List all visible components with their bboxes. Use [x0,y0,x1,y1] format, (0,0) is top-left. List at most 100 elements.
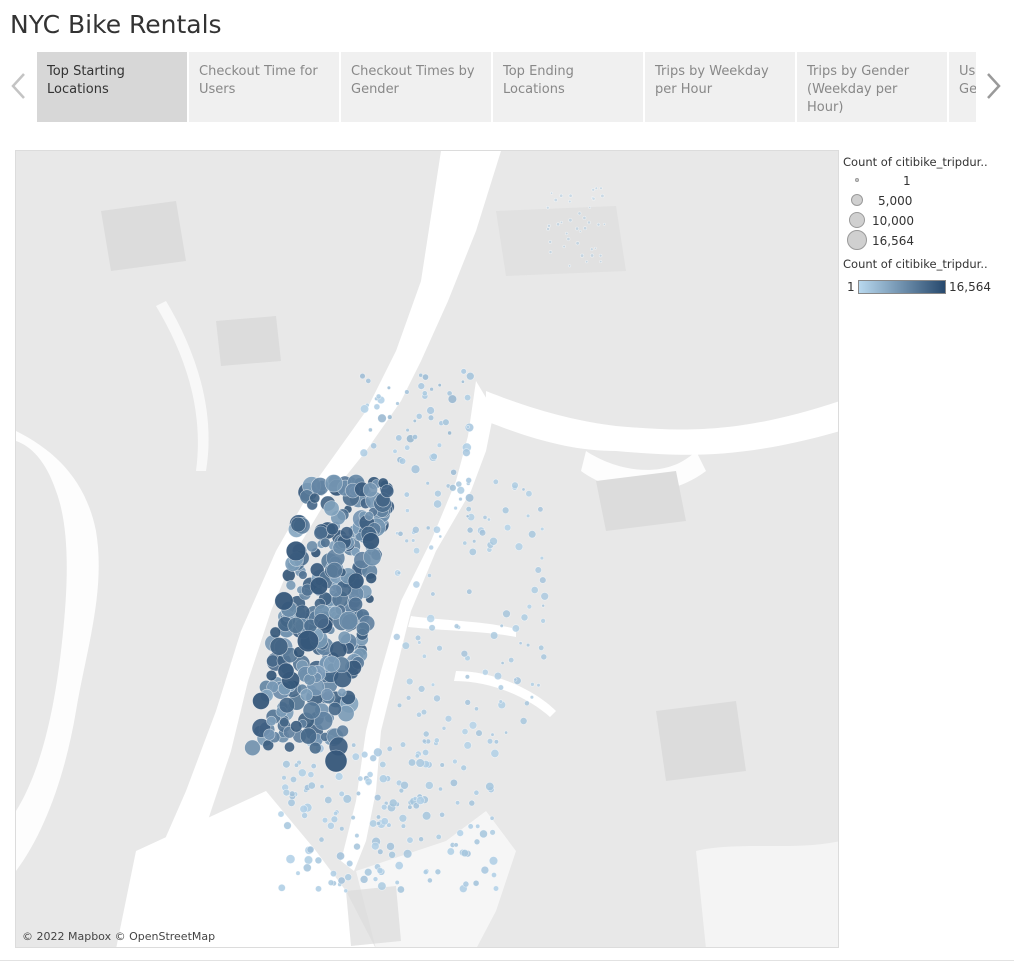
station-marker[interactable] [463,741,472,750]
station-marker[interactable] [326,522,339,536]
station-marker[interactable] [489,815,495,821]
station-marker[interactable] [433,737,440,744]
station-marker[interactable] [299,804,308,814]
station-marker[interactable] [540,592,549,601]
station-marker[interactable] [490,732,495,737]
station-marker[interactable] [387,414,393,420]
previous-tab-arrow[interactable] [6,64,32,108]
station-marker[interactable] [403,491,410,498]
station-marker[interactable] [422,373,429,381]
station-marker[interactable] [407,758,416,767]
station-marker[interactable] [453,506,458,511]
station-marker[interactable] [568,264,572,268]
station-marker[interactable] [434,489,442,498]
station-marker[interactable] [575,226,580,231]
station-marker[interactable] [456,829,464,837]
station-marker[interactable] [460,849,469,858]
station-marker[interactable] [526,603,533,610]
station-marker[interactable] [359,404,369,414]
station-marker[interactable] [296,629,319,652]
station-marker[interactable] [353,842,361,851]
station-marker[interactable] [524,700,530,707]
station-marker[interactable] [369,819,378,828]
station-marker[interactable] [441,725,447,731]
station-marker[interactable] [418,372,424,378]
station-marker[interactable] [540,618,546,624]
station-marker[interactable] [366,771,374,778]
station-marker[interactable] [405,428,410,433]
station-marker[interactable] [299,727,317,745]
station-marker[interactable] [427,573,432,578]
station-marker[interactable] [302,863,312,873]
station-marker[interactable] [411,525,420,534]
station-marker[interactable] [265,669,278,682]
station-marker[interactable] [424,781,434,790]
station-marker[interactable] [309,492,321,504]
station-marker[interactable] [333,810,339,816]
station-marker[interactable] [386,822,392,828]
station-marker[interactable] [438,534,443,539]
station-marker[interactable] [359,373,366,380]
station-marker[interactable] [351,752,360,761]
station-marker[interactable] [337,630,352,645]
station-marker[interactable] [474,706,479,712]
station-marker[interactable] [362,482,378,498]
station-marker[interactable] [486,517,491,522]
station-marker[interactable] [283,821,292,830]
station-marker[interactable] [490,631,499,640]
tab-trips-by-weekday-per-hour[interactable]: Trips by Weekday per Hour [645,52,795,122]
station-marker[interactable] [479,829,488,839]
station-marker[interactable] [514,542,524,551]
station-marker[interactable] [320,537,331,548]
station-marker[interactable] [422,730,430,738]
station-marker[interactable] [295,870,301,876]
station-marker[interactable] [327,702,342,716]
station-marker[interactable] [461,728,469,735]
station-marker[interactable] [547,224,551,228]
station-marker[interactable] [530,586,539,594]
station-marker[interactable] [373,403,381,411]
station-marker[interactable] [269,637,289,656]
station-marker[interactable] [307,771,315,778]
station-marker[interactable] [393,633,401,641]
station-marker[interactable] [277,883,286,892]
station-marker[interactable] [464,699,471,706]
station-marker[interactable] [553,197,558,202]
station-marker[interactable] [486,738,494,745]
station-marker[interactable] [594,186,598,190]
station-marker[interactable] [548,250,553,254]
station-marker[interactable] [520,613,529,622]
station-marker[interactable] [428,624,436,632]
station-marker[interactable] [377,881,387,891]
station-marker[interactable] [468,547,477,556]
station-marker[interactable] [588,206,592,209]
station-marker[interactable] [452,758,458,765]
station-marker[interactable] [328,605,343,620]
station-marker[interactable] [368,427,373,433]
station-marker[interactable] [285,580,297,591]
station-marker[interactable] [326,561,343,579]
station-marker[interactable] [415,758,425,768]
station-marker[interactable] [394,861,404,870]
station-marker[interactable] [399,741,407,748]
next-tab-arrow[interactable] [980,64,1006,108]
station-marker[interactable] [568,218,573,223]
station-marker[interactable] [422,811,432,821]
station-marker[interactable] [598,253,603,258]
station-marker[interactable] [289,775,297,783]
station-marker[interactable] [372,876,379,882]
station-marker[interactable] [281,775,287,781]
station-marker[interactable] [430,591,436,597]
station-marker[interactable] [500,661,505,665]
station-marker[interactable] [482,514,488,520]
station-marker[interactable] [534,566,542,574]
tab-trips-by-gender-weekday-per-hour[interactable]: Trips by Gender (Weekday per Hour) [797,52,947,122]
station-marker[interactable] [525,490,533,498]
station-marker[interactable] [302,701,321,720]
station-marker[interactable] [504,524,512,532]
station-marker[interactable] [415,796,425,805]
station-marker[interactable] [380,484,395,498]
station-marker[interactable] [438,786,443,792]
station-marker[interactable] [518,641,523,646]
station-marker[interactable] [460,764,467,771]
